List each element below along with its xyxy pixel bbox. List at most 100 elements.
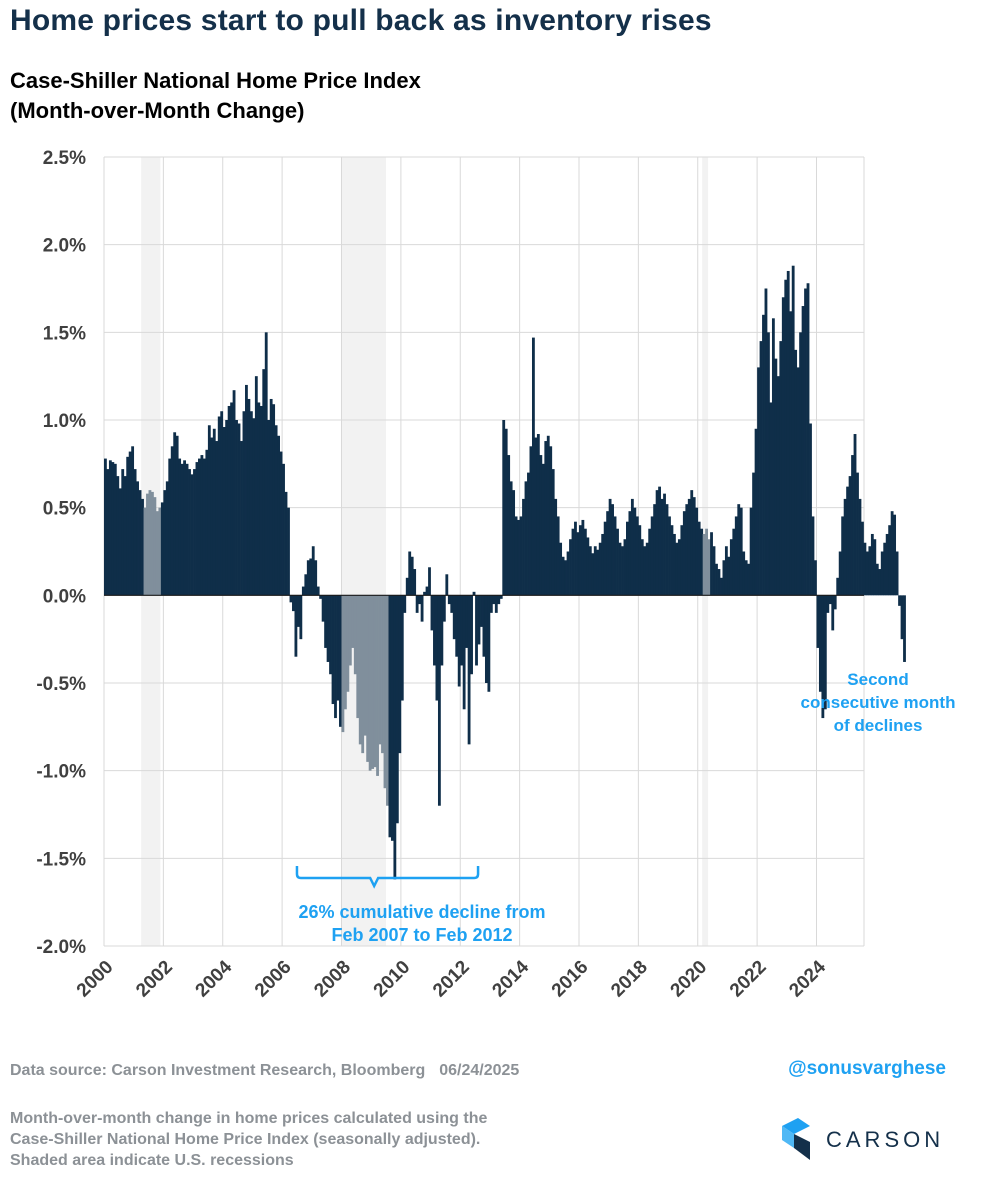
bar [618,542,622,596]
bar [806,283,810,596]
bar [413,569,417,596]
carson-logo-text: CARSON [826,1127,945,1152]
bar [138,490,142,596]
bar [366,595,370,762]
bar [487,595,491,692]
bar [358,595,362,745]
bar [865,551,869,596]
bar [210,437,214,596]
bar [779,341,783,596]
bar [697,521,701,596]
bar [151,491,154,596]
bar [551,469,555,596]
bar [767,332,770,596]
bar [534,437,538,596]
bar [658,486,661,596]
bar [393,595,397,880]
bar [376,595,379,776]
bar [549,446,553,596]
bar [628,511,632,596]
footnote: Month-over-month change in home prices c… [10,1108,487,1171]
bar [163,490,167,596]
bar [264,332,268,596]
bar [128,451,132,596]
bar [576,532,580,596]
bar [685,504,689,596]
bar [556,516,560,596]
data-source-text: Data source: Carson Investment Research,… [10,1062,426,1079]
bar [588,546,592,596]
decline-annotation-line-2: Feb 2007 to Feb 2012 [331,925,512,945]
x-tick-label: 2022 [726,957,771,1002]
subtitle-line-1: Case-Shiller National Home Price Index [10,68,421,93]
bar [900,595,904,640]
bar [665,504,669,596]
bar [326,595,330,662]
bar [749,507,753,596]
bar [522,498,525,596]
bar [598,542,602,596]
bar [282,463,285,596]
bar [267,420,271,596]
bar [321,595,325,622]
bar [262,369,266,596]
bar [205,449,209,596]
bar [294,595,298,657]
bar [524,481,528,596]
bar [734,516,738,596]
bar [254,376,258,596]
bar [502,420,506,596]
bar [287,507,290,596]
bar [259,405,263,596]
footnote-line-2: Case-Shiller National Home Price Index (… [10,1131,481,1148]
bar [623,539,627,596]
bar [494,595,498,613]
bar [279,451,283,596]
bar [569,539,572,596]
bar [648,528,652,596]
bar [613,516,617,596]
bar [682,511,686,596]
bar [873,539,877,596]
y-tick-label: 2.0% [43,236,86,257]
bar [398,595,402,754]
bar [311,546,315,596]
bar [405,577,409,596]
bar [415,595,419,613]
bar [883,542,887,596]
bar [198,458,201,596]
bar [814,560,817,596]
bar [173,432,177,596]
bar [816,595,820,648]
bar [341,595,345,733]
bar [539,455,543,596]
bar [673,533,676,596]
bar [771,318,775,596]
bar [442,595,446,622]
bar [170,446,174,596]
bar [710,532,713,596]
bar [292,595,295,612]
bar [561,556,565,596]
bar [353,595,357,675]
bar [343,595,347,710]
bar [482,595,486,657]
bar [304,574,308,596]
bar [601,533,605,596]
bar [581,519,585,596]
bar [381,595,384,754]
author-handle: @sonusvarghese [788,1058,946,1079]
bar [739,507,743,596]
bar [509,481,513,596]
bar [890,511,894,596]
bar [717,569,721,596]
bar [655,490,659,596]
bar [428,567,431,596]
bar [692,497,696,596]
bar [363,595,367,736]
bar [811,516,815,596]
bar [423,591,426,596]
bar [712,546,716,596]
bar [868,546,872,596]
bar [480,595,483,627]
